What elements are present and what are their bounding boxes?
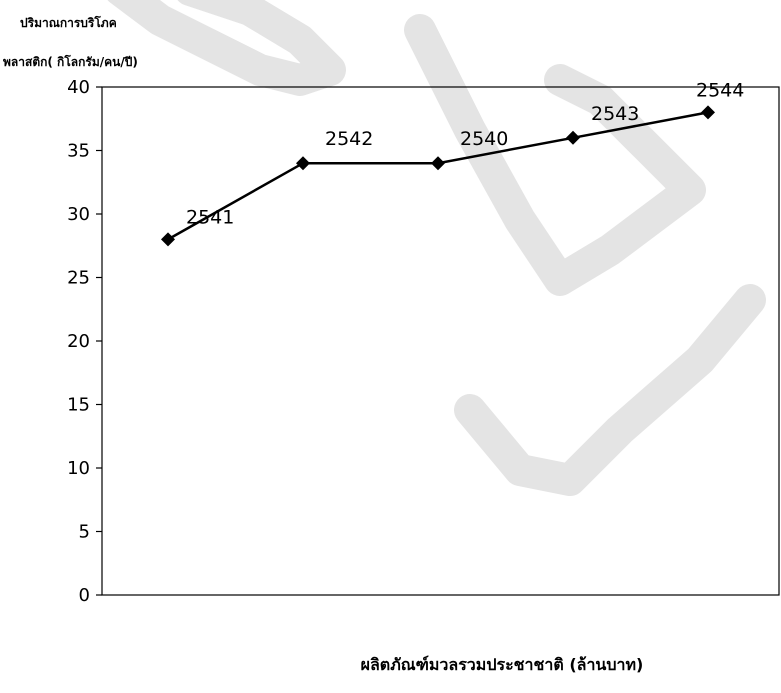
data-point-label: 2544	[696, 79, 744, 101]
y-axis-title-line1: ปริมาณการบริโภค	[20, 15, 117, 30]
data-point-marker	[161, 232, 175, 247]
series	[161, 105, 715, 247]
data-point-label: 2542	[325, 128, 373, 150]
data-labels: 2541 2542 2540 2543 2544	[186, 79, 744, 228]
data-point-label: 2540	[460, 128, 508, 150]
y-tick-label: 25	[67, 268, 90, 289]
y-tick-label: 40	[67, 77, 90, 98]
data-point-marker	[296, 156, 310, 171]
x-axis-title: ผลิตภัณฑ์มวลรวมประชาชาติ (ล้านบาท)	[361, 655, 644, 674]
y-tick-label: 10	[67, 458, 90, 479]
y-tick-label: 35	[67, 141, 90, 162]
data-point-marker	[701, 105, 715, 120]
data-point-label: 2543	[591, 103, 639, 125]
data-point-label: 2541	[186, 206, 234, 228]
data-point-marker	[566, 130, 580, 145]
y-axis-title-line2: พลาสติก( กิโลกรัม/คน/ปี)	[3, 54, 138, 69]
data-point-marker	[431, 156, 445, 171]
y-tick-label: 15	[67, 395, 90, 416]
y-tick-label: 0	[79, 585, 90, 606]
y-axis: 0 5 10 15 20 25 30 35 40	[67, 77, 102, 606]
series-line	[167, 111, 709, 241]
y-tick-label: 5	[79, 522, 90, 543]
y-tick-label: 30	[67, 204, 90, 225]
y-tick-label: 20	[67, 331, 90, 352]
